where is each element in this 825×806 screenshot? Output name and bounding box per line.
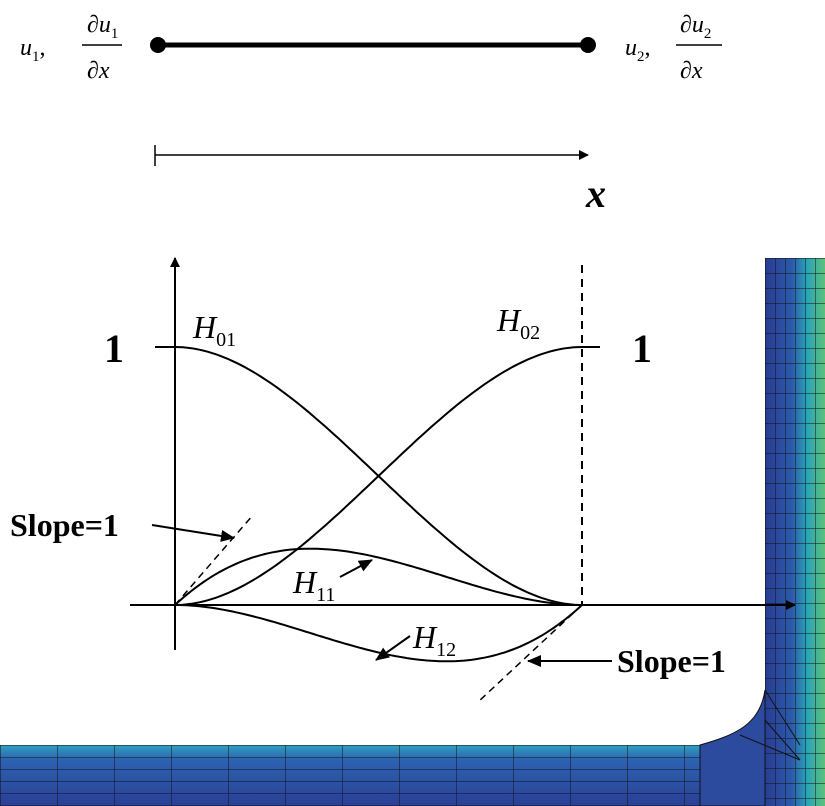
svg-text:u1,: u1, bbox=[20, 35, 46, 65]
node bbox=[580, 37, 596, 53]
unit-label: 1 bbox=[632, 326, 652, 371]
svg-text:∂x: ∂x bbox=[680, 58, 703, 84]
curve-label: H02 bbox=[496, 302, 540, 344]
pointer bbox=[340, 560, 372, 577]
slope-label: Slope=1 bbox=[617, 643, 726, 679]
pointer bbox=[152, 525, 234, 538]
shape-function bbox=[175, 347, 582, 605]
svg-text:∂x: ∂x bbox=[87, 58, 110, 84]
curve-label: H11 bbox=[292, 564, 335, 606]
svg-text:∂u1: ∂u1 bbox=[87, 12, 118, 42]
node bbox=[150, 37, 166, 53]
shape-function bbox=[175, 605, 582, 661]
shape-function bbox=[175, 549, 582, 605]
axis-label: x bbox=[585, 171, 606, 216]
curve-label: H01 bbox=[192, 309, 236, 351]
slope-line bbox=[175, 515, 253, 605]
diagram: u1, ∂u1 ∂x u2, ∂u2 ∂x x 1 1 H01 H02 H11 … bbox=[0, 0, 825, 806]
node-label: u1, ∂u1 ∂x bbox=[20, 12, 122, 84]
slope-label: Slope=1 bbox=[10, 507, 119, 543]
unit-label: 1 bbox=[104, 326, 124, 371]
svg-text:u2,: u2, bbox=[625, 35, 651, 65]
node-label: u2, ∂u2 ∂x bbox=[625, 12, 722, 84]
svg-text:∂u2: ∂u2 bbox=[680, 12, 711, 42]
curve-label: H12 bbox=[412, 619, 456, 661]
